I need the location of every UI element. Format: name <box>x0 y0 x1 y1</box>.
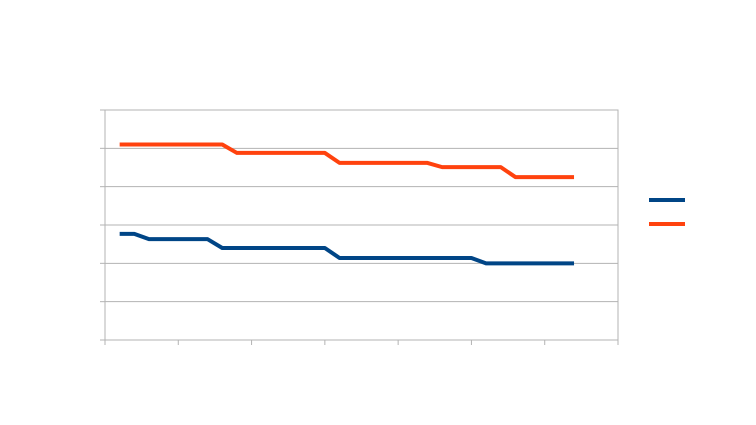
series-line <box>119 142 575 180</box>
series-line <box>119 231 575 266</box>
